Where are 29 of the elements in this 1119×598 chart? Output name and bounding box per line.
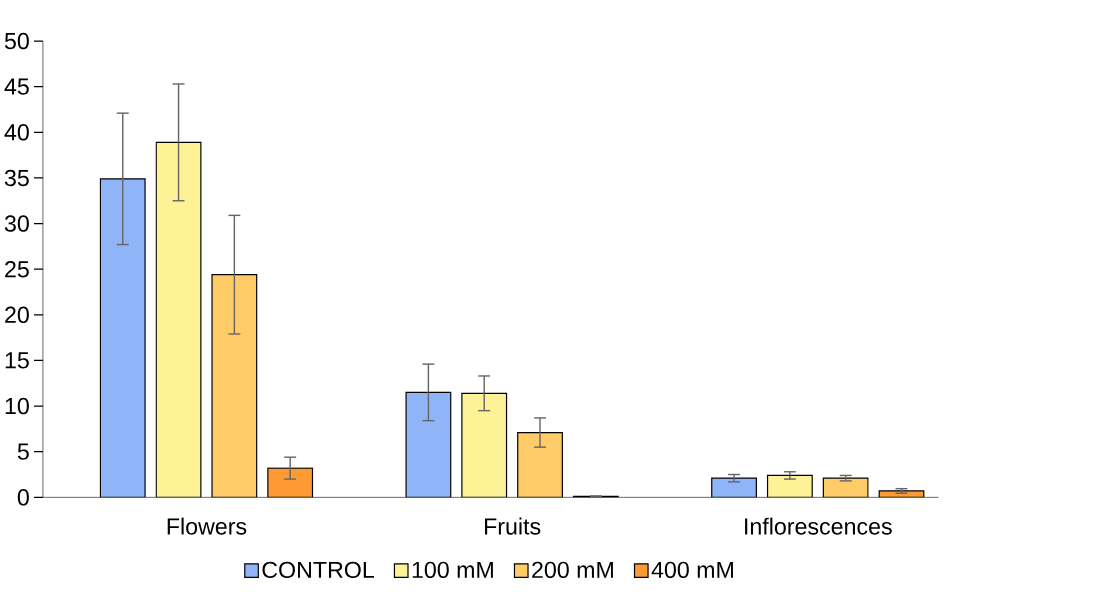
bar — [766, 474, 813, 498]
y-tick-label: 20 — [5, 306, 29, 323]
legend-label: 400 mM — [651, 561, 733, 578]
bar — [711, 477, 757, 498]
bar — [155, 141, 202, 498]
y-tick-label: 5 — [17, 443, 29, 460]
bar — [267, 467, 314, 498]
legend-label: CONTROL — [262, 561, 375, 578]
bar — [517, 431, 563, 498]
y-tick-label: 40 — [4, 124, 29, 141]
y-tick-label: 25 — [5, 260, 29, 278]
bar — [405, 391, 452, 498]
x-tick-label: Fruits — [485, 517, 541, 535]
legend-label: 200 mM — [532, 561, 613, 578]
y-tick-label: 45 — [4, 78, 29, 95]
bar — [211, 273, 258, 498]
y-tick-label: 0 — [17, 489, 29, 506]
y-tick-label: 30 — [4, 215, 29, 232]
bar — [99, 178, 146, 498]
y-tick-label: 50 — [4, 32, 29, 50]
bar — [822, 477, 869, 498]
legend-label: 100 mM — [412, 561, 493, 578]
bar — [461, 392, 508, 498]
y-tick-label: 10 — [5, 397, 29, 415]
bar — [878, 490, 925, 498]
x-tick-label: Inflorescences — [745, 517, 892, 535]
y-tick-label: 35 — [4, 169, 29, 187]
y-tick-label: 15 — [5, 352, 29, 369]
x-tick-label: Flowers — [167, 517, 247, 535]
